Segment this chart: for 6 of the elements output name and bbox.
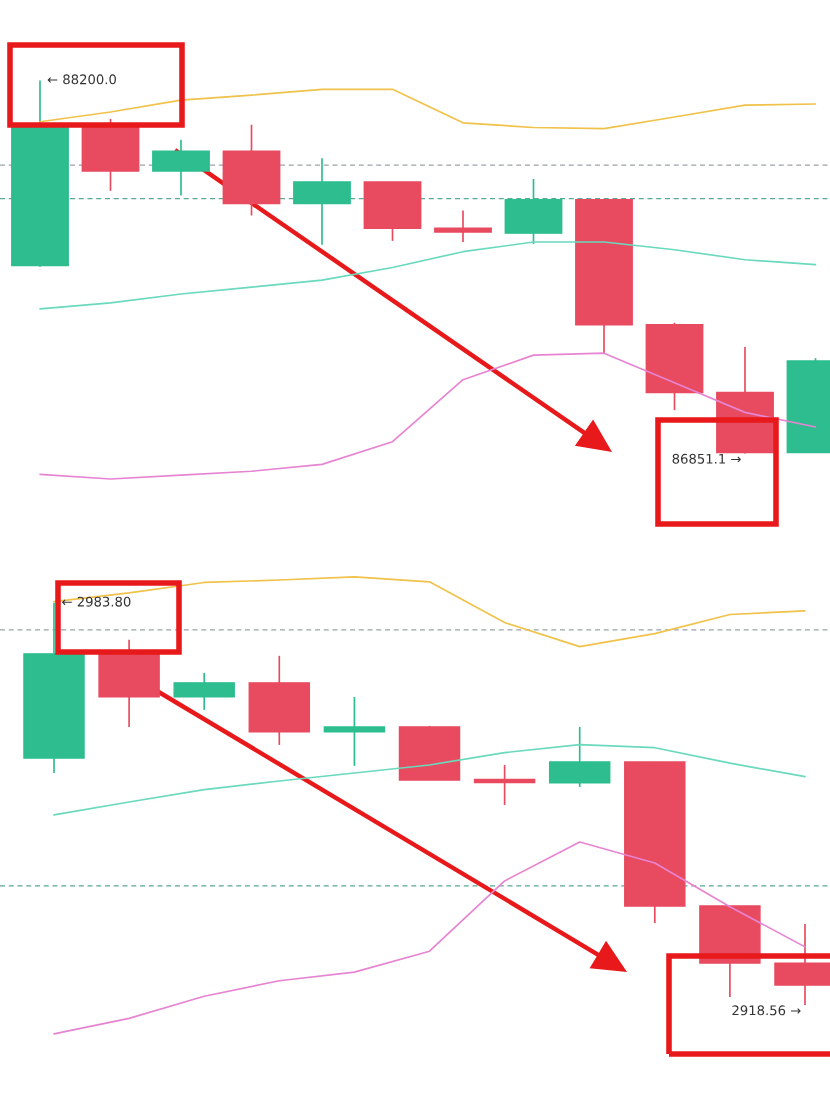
text: 86851.1 → bbox=[672, 453, 741, 464]
text: 2918.56 → bbox=[732, 1005, 801, 1016]
candlestick bbox=[323, 696, 386, 767]
candlestick bbox=[434, 209, 492, 243]
annotation: ← 2983.80 bbox=[62, 596, 131, 607]
annotation: ← 88200.0 bbox=[47, 74, 116, 85]
